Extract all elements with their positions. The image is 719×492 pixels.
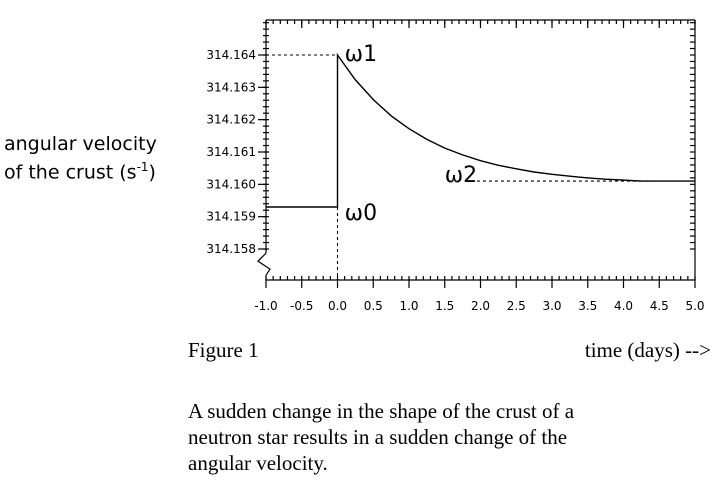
x-tick-label: 3.0 <box>542 299 561 313</box>
chart-axes <box>257 19 696 281</box>
guide-lines <box>266 54 653 280</box>
x-tick-label: 0.0 <box>328 299 347 313</box>
y-axis-label-line2: of the crust (s-1) <box>4 156 157 184</box>
y-axis-label-exponent: -1 <box>136 160 149 174</box>
x-tick-label: 5.0 <box>685 299 704 313</box>
x-tick-label: 3.5 <box>578 299 597 313</box>
x-tick-label: 2.0 <box>471 299 490 313</box>
y-tick-label: 314.159 <box>206 210 256 224</box>
caption-line3: angular velocity. <box>188 451 328 475</box>
x-tick-label: -0.5 <box>290 299 313 313</box>
y-tick-label: 314.162 <box>206 113 256 127</box>
y-tick-label: 314.161 <box>206 145 256 159</box>
x-tick-label: 1.0 <box>399 299 418 313</box>
x-tick-label: -1.0 <box>254 299 277 313</box>
caption-line2: neutron star results in a sudden change … <box>188 425 568 449</box>
x-ticks: -1.0 -0.5 0.0 0.5 1.0 1.5 2.0 2.5 3.0 3.5 4.0 4.5 5.… <box>254 20 705 313</box>
y-axis-label-close: ) <box>148 161 156 184</box>
x-axis-label: time (days) --> <box>584 338 711 362</box>
annotation-label: ω0 <box>345 201 377 226</box>
y-axis-label: angular velocity of the crust (s-1) <box>4 133 157 184</box>
y-tick-label: 314.158 <box>206 242 256 256</box>
y-axis-label-text: of the crust (s <box>4 161 137 184</box>
series-layer <box>266 52 695 208</box>
y-tick-label: 314.164 <box>206 48 256 62</box>
x-tick-label: 0.5 <box>364 299 383 313</box>
y-ticks: 314.158 314.159 314.160 314.161 314.162 314.1… <box>206 22 695 256</box>
annotation-label: ω2 <box>445 163 477 188</box>
figure-label: Figure 1 <box>188 338 259 362</box>
x-tick-label: 2.5 <box>507 299 526 313</box>
caption: A sudden change in the shape of the crus… <box>188 398 688 476</box>
angular-velocity-line <box>266 52 695 208</box>
x-tick-label: 4.5 <box>650 299 669 313</box>
chart: 314.158 314.159 314.160 314.161 314.162 314.1… <box>206 19 705 313</box>
x-tick-label: 1.5 <box>435 299 454 313</box>
y-tick-label: 314.160 <box>206 177 256 191</box>
y-axis-label-line1: angular velocity <box>4 133 157 155</box>
annotations: ω1 ω0 ω2 <box>345 42 478 226</box>
x-tick-label: 4.0 <box>614 299 633 313</box>
annotation-label: ω1 <box>345 42 377 67</box>
y-tick-label: 314.163 <box>206 80 256 94</box>
caption-line1: A sudden change in the shape of the crus… <box>188 399 575 423</box>
y-axis-break <box>257 252 271 276</box>
